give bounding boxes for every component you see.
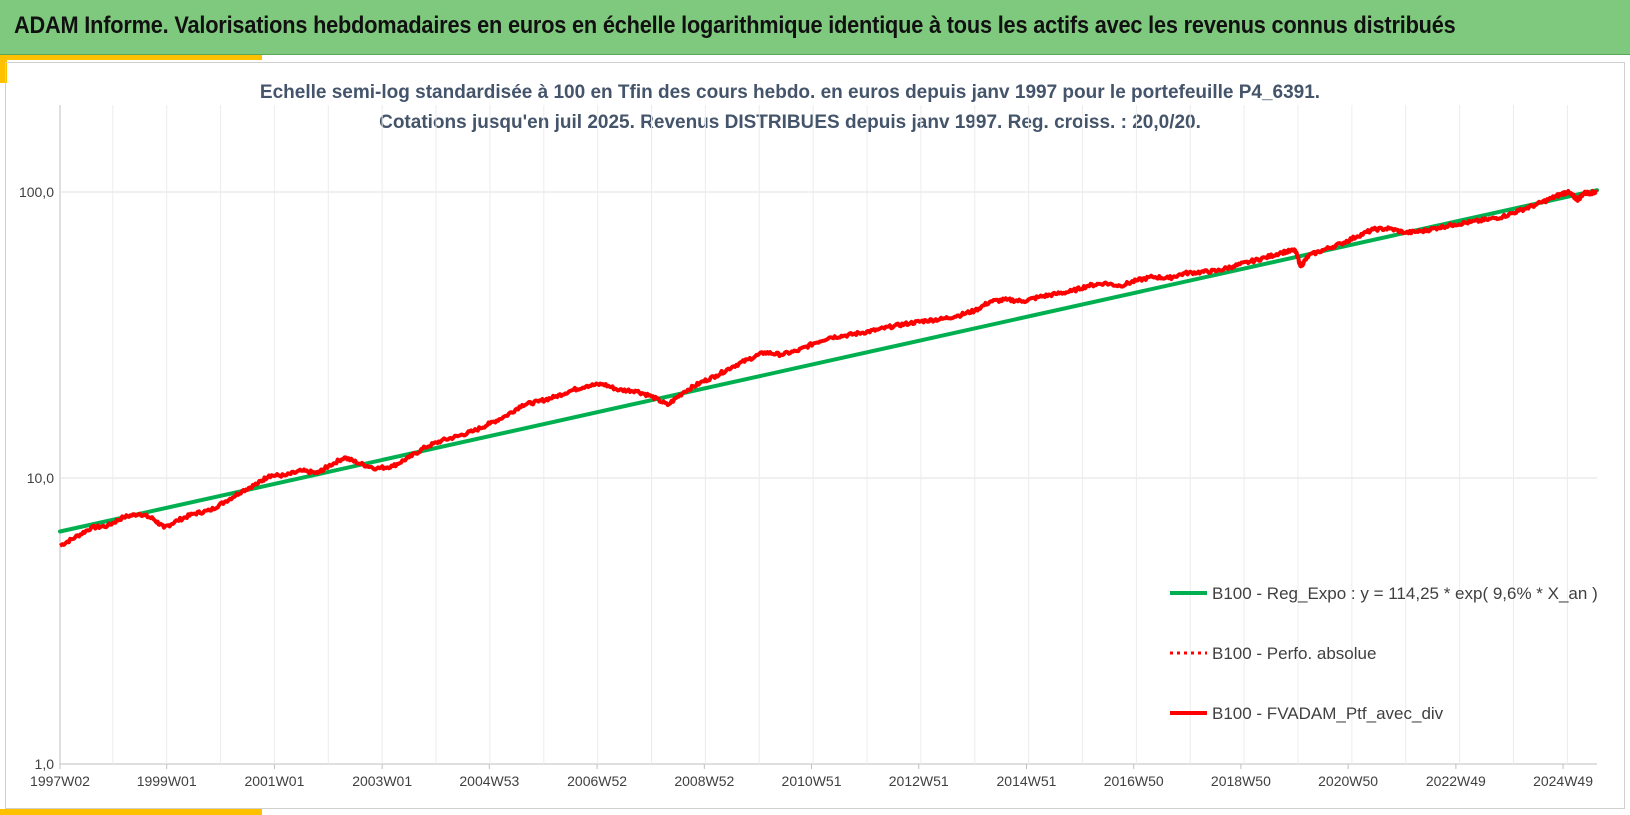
x-tick-label: 2018W50	[1211, 773, 1271, 789]
chart-subtitle: Cotations jusqu'en juil 2025. Revenus DI…	[379, 112, 1201, 133]
chart-title: Echelle semi-log standardisée à 100 en T…	[260, 82, 1320, 103]
page-title: ADAM Informe. Valorisations hebdomadaire…	[14, 12, 1456, 39]
x-tick-label: 2024W49	[1533, 773, 1593, 789]
x-tick-label: 2016W50	[1104, 773, 1164, 789]
legend-label-1: B100 - Perfo. absolue	[1212, 644, 1376, 663]
x-tick-label: 2006W52	[567, 773, 627, 789]
plot-area	[58, 188, 1599, 548]
x-axis: 1997W02 1999W01 2001W01 2003W01 2004W53 2006W…	[30, 764, 1593, 789]
x-tick-label: 2010W51	[782, 773, 842, 789]
x-tick-label: 2003W01	[352, 773, 412, 789]
accent-bar-left	[0, 55, 7, 83]
header-bar: ADAM Informe. Valorisations hebdomadaire…	[0, 0, 1630, 55]
y-axis: 1,0 10,0 100,0	[19, 184, 54, 772]
x-tick-label: 1997W02	[30, 773, 90, 789]
x-tick-label: 2020W50	[1318, 773, 1378, 789]
accent-bar-bottom	[0, 809, 262, 815]
x-tick-label: 2012W51	[889, 773, 949, 789]
y-tick-label: 10,0	[27, 470, 54, 486]
y-tick-label: 1,0	[35, 756, 55, 772]
x-tick-label: 2004W53	[459, 773, 519, 789]
series-regression-line	[58, 188, 1599, 534]
chart-frame	[5, 62, 1625, 809]
series-portfolio-line	[59, 188, 1599, 548]
grid	[59, 105, 1597, 765]
x-tick-label: 2001W01	[244, 773, 304, 789]
accent-bar-top	[0, 55, 262, 60]
legend: B100 - Reg_Expo : y = 114,25 * exp( 9,6%…	[1170, 584, 1598, 723]
x-tick-label: 2014W51	[997, 773, 1057, 789]
x-tick-label: 2022W49	[1426, 773, 1486, 789]
x-tick-label: 2008W52	[674, 773, 734, 789]
y-tick-label: 100,0	[19, 184, 54, 200]
legend-label-2: B100 - FVADAM_Ptf_avec_div	[1212, 704, 1444, 723]
x-tick-label: 1999W01	[137, 773, 197, 789]
legend-label-0: B100 - Reg_Expo : y = 114,25 * exp( 9,6%…	[1212, 584, 1598, 603]
